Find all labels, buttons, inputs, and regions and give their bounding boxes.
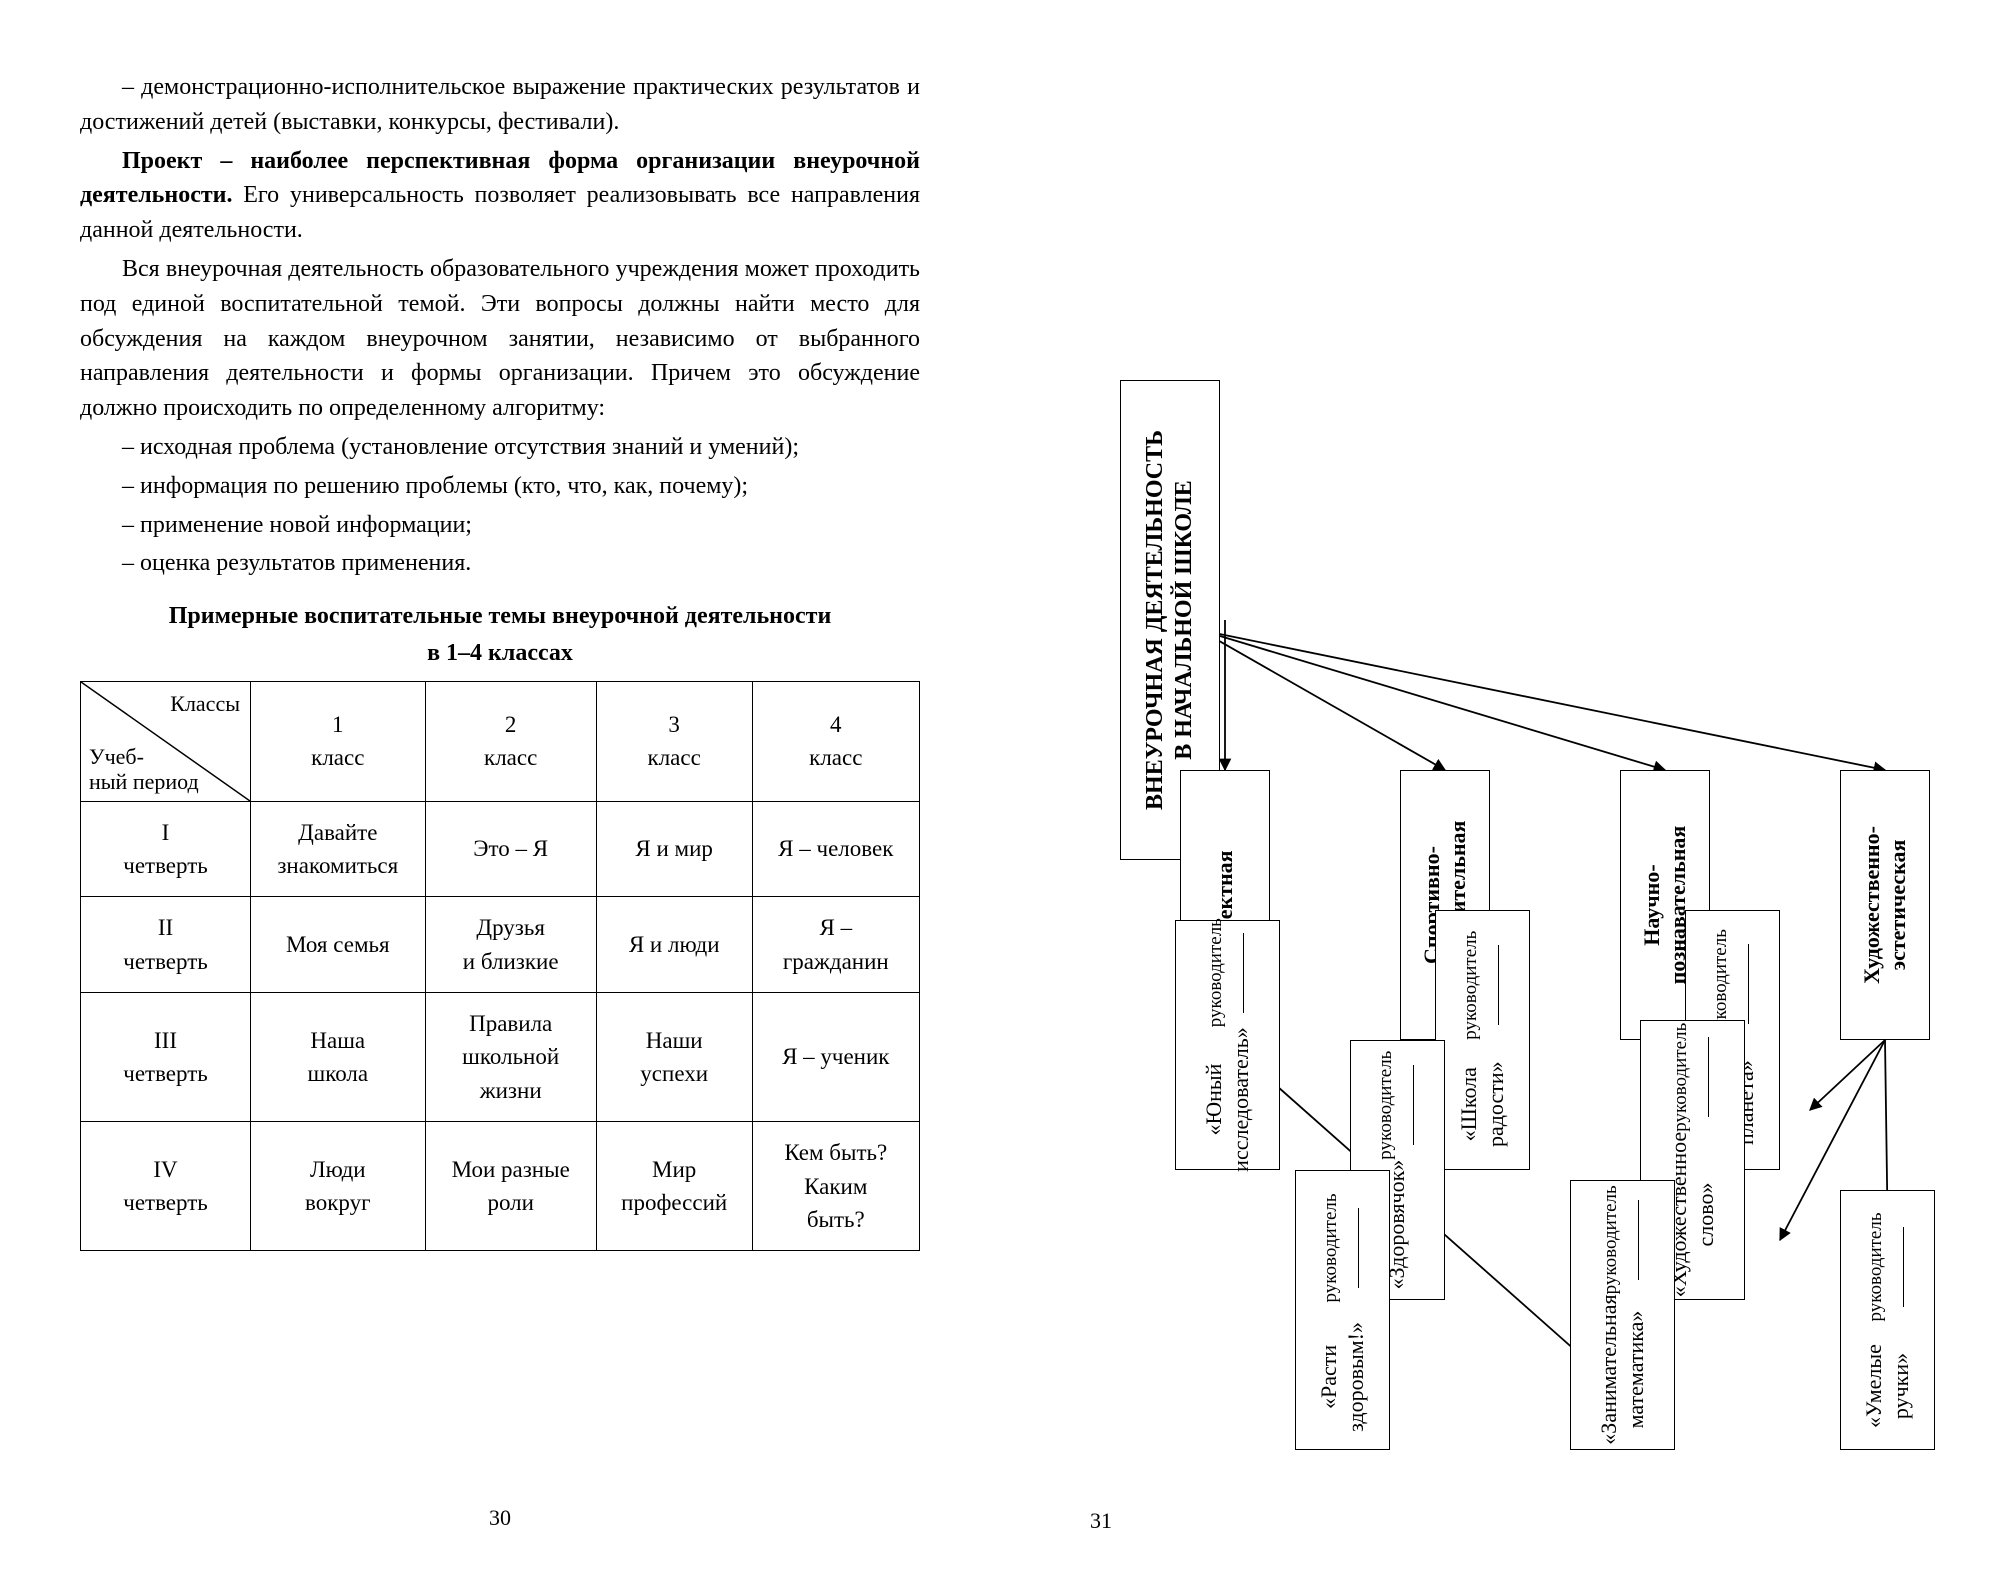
bullet-4: – оценка результатов применения. bbox=[80, 546, 920, 581]
table-cell: Нашашкола bbox=[251, 993, 426, 1122]
page-number-right: 31 bbox=[1090, 1508, 1112, 1534]
row-header: IVчетверть bbox=[81, 1122, 251, 1251]
col-3: 3класс bbox=[596, 681, 752, 801]
row-header: IIIчетверть bbox=[81, 993, 251, 1122]
table-cell: Нашиуспехи bbox=[596, 993, 752, 1122]
para-1: – демонстрационно-исполнительское выраже… bbox=[80, 70, 920, 140]
table-cell: Правилашкольнойжизни bbox=[425, 993, 596, 1122]
bullet-3: – применение новой информации; bbox=[80, 508, 920, 543]
bullet-1: – исходная проблема (установление отсутс… bbox=[80, 430, 920, 465]
table-cell: Людивокруг bbox=[251, 1122, 426, 1251]
table-cell: Я и мир bbox=[596, 801, 752, 897]
circle-node: «Юныйисследователь»руководитель bbox=[1175, 920, 1280, 1170]
table-cell: Я – ученик bbox=[752, 993, 919, 1122]
diag-bot-label: Учеб-ный период bbox=[89, 744, 199, 795]
table-row: IVчетвертьЛюдивокругМои разныеролиМирпро… bbox=[81, 1122, 920, 1251]
table-body: IчетвертьДавайтезнакомитьсяЭто – ЯЯ и ми… bbox=[81, 801, 920, 1250]
para-3: Вся внеурочная деятельность образователь… bbox=[80, 252, 920, 426]
row-header: Iчетверть bbox=[81, 801, 251, 897]
circle-node: «Умелые ручки»руководитель bbox=[1840, 1190, 1935, 1450]
col-2: 2класс bbox=[425, 681, 596, 801]
table-cell: Друзьяи близкие bbox=[425, 897, 596, 993]
diag-header-cell: Классы Учеб-ный период bbox=[81, 681, 251, 801]
row-header: IIчетверть bbox=[81, 897, 251, 993]
table-cell: Давайтезнакомиться bbox=[251, 801, 426, 897]
table-title: Примерные воспитательные темы внеурочной… bbox=[80, 599, 920, 634]
table-cell: Я – человек bbox=[752, 801, 919, 897]
table-cell: Мирпрофессий bbox=[596, 1122, 752, 1251]
themes-table: Классы Учеб-ный период 1класс 2класс 3кл… bbox=[80, 681, 920, 1251]
para-2: Проект – наиболее перспективная форма ор… bbox=[80, 144, 920, 248]
page-left: – демонстрационно-исполнительское выраже… bbox=[0, 0, 1000, 1574]
table-row: IчетвертьДавайтезнакомитьсяЭто – ЯЯ и ми… bbox=[81, 801, 920, 897]
table-cell: Моя семья bbox=[251, 897, 426, 993]
col-4: 4класс bbox=[752, 681, 919, 801]
table-cell: Мои разныероли bbox=[425, 1122, 596, 1251]
table-cell: Я –гражданин bbox=[752, 897, 919, 993]
diagram: ВНЕУРОЧНАЯ ДЕЯТЕЛЬНОСТЬВ НАЧАЛЬНОЙ ШКОЛЕ… bbox=[1080, 70, 1920, 1490]
table-row: IIчетвертьМоя семьяДрузьяи близкиеЯ и лю… bbox=[81, 897, 920, 993]
page-right: ВНЕУРОЧНАЯ ДЕЯТЕЛЬНОСТЬВ НАЧАЛЬНОЙ ШКОЛЕ… bbox=[1000, 0, 2000, 1574]
diag-top-label: Классы bbox=[170, 688, 240, 720]
circle-node: «Расти здоровым!»руководитель bbox=[1295, 1170, 1390, 1450]
direction-node: Художественно-эстетическая bbox=[1840, 770, 1930, 1040]
table-row: IIIчетвертьНашашколаПравилашкольнойжизни… bbox=[81, 993, 920, 1122]
table-cell: Кем быть?Какимбыть? bbox=[752, 1122, 919, 1251]
bullet-2: – информация по решению проблемы (кто, ч… bbox=[80, 469, 920, 504]
page-number-left: 30 bbox=[489, 1502, 511, 1534]
circle-node: «Школа радости»руководитель bbox=[1435, 910, 1530, 1170]
col-1: 1класс bbox=[251, 681, 426, 801]
table-cell: Я и люди bbox=[596, 897, 752, 993]
table-subtitle: в 1–4 классах bbox=[80, 636, 920, 671]
table-cell: Это – Я bbox=[425, 801, 596, 897]
table-header-row: Классы Учеб-ный период 1класс 2класс 3кл… bbox=[81, 681, 920, 801]
circle-node: «Занимательнаяматематика»руководитель bbox=[1570, 1180, 1675, 1450]
